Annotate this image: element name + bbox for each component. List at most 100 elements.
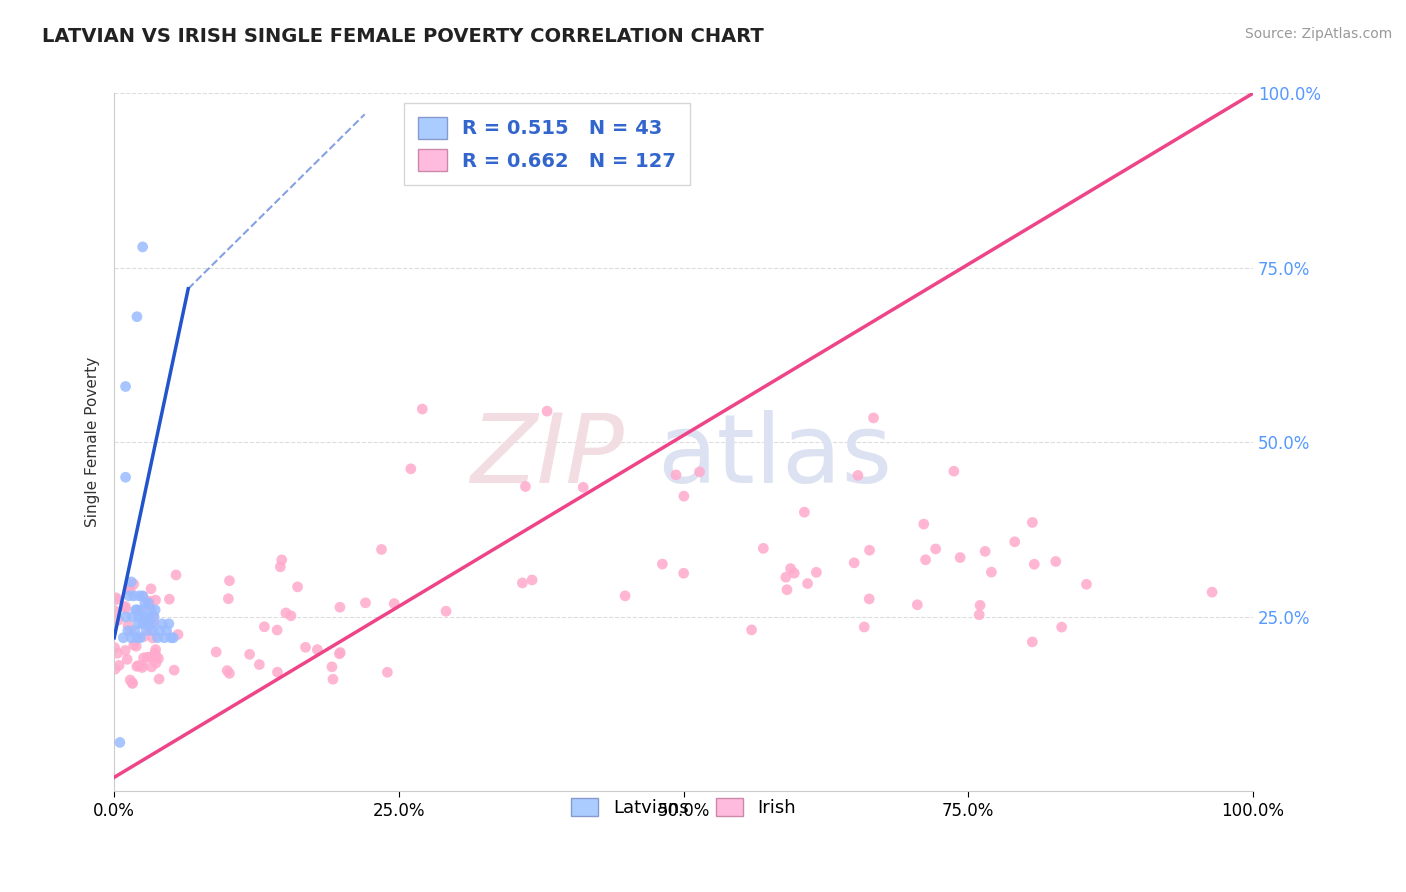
- Point: [665, 467, 688, 482]
- Point: [217, 664, 239, 678]
- Point: [218, 666, 240, 681]
- Point: [967, 607, 990, 622]
- Point: [399, 462, 422, 476]
- Point: [162, 631, 184, 645]
- Point: [132, 590, 155, 604]
- Point: [280, 608, 302, 623]
- Point: [321, 660, 343, 674]
- Point: [139, 649, 162, 664]
- Point: [125, 659, 148, 673]
- Point: [1024, 558, 1046, 572]
- Point: [132, 609, 155, 624]
- Point: [793, 505, 815, 519]
- Point: [138, 596, 160, 610]
- Point: [1201, 585, 1223, 599]
- Point: [125, 310, 148, 324]
- Point: [107, 646, 129, 660]
- Point: [131, 658, 153, 673]
- Point: [105, 592, 128, 607]
- Point: [141, 616, 163, 631]
- Point: [112, 631, 135, 645]
- Point: [153, 631, 176, 645]
- Point: [122, 577, 145, 591]
- Point: [139, 603, 162, 617]
- Point: [1050, 620, 1073, 634]
- Point: [132, 651, 155, 665]
- Point: [536, 404, 558, 418]
- Point: [969, 599, 991, 613]
- Point: [912, 517, 935, 532]
- Point: [844, 556, 866, 570]
- Point: [239, 648, 262, 662]
- Point: [520, 573, 543, 587]
- Point: [672, 566, 695, 581]
- Point: [138, 617, 160, 632]
- Point: [145, 642, 167, 657]
- Point: [138, 616, 160, 631]
- Point: [853, 620, 876, 634]
- Point: [127, 616, 149, 631]
- Point: [138, 617, 160, 632]
- Point: [783, 566, 806, 581]
- Point: [125, 603, 148, 617]
- Point: [806, 566, 828, 580]
- Point: [122, 589, 145, 603]
- Point: [858, 543, 880, 558]
- Point: [115, 652, 138, 666]
- Point: [370, 542, 392, 557]
- Point: [651, 557, 673, 571]
- Point: [108, 735, 131, 749]
- Point: [905, 598, 928, 612]
- Point: [512, 576, 534, 591]
- Point: [138, 623, 160, 637]
- Point: [114, 599, 136, 614]
- Point: [131, 660, 153, 674]
- Point: [114, 601, 136, 615]
- Point: [515, 479, 537, 493]
- Point: [114, 379, 136, 393]
- Point: [146, 631, 169, 645]
- Point: [104, 640, 127, 655]
- Point: [217, 591, 239, 606]
- Point: [120, 583, 142, 598]
- Point: [1076, 577, 1098, 591]
- Point: [796, 576, 818, 591]
- Point: [125, 631, 148, 645]
- Point: [160, 631, 183, 645]
- Point: [980, 565, 1002, 579]
- Point: [167, 627, 190, 641]
- Point: [114, 643, 136, 657]
- Point: [105, 591, 128, 605]
- Point: [125, 639, 148, 653]
- Point: [131, 240, 153, 254]
- Point: [104, 662, 127, 676]
- Point: [155, 624, 177, 638]
- Point: [1004, 534, 1026, 549]
- Point: [270, 553, 292, 567]
- Point: [118, 589, 141, 603]
- Point: [142, 631, 165, 645]
- Point: [614, 589, 637, 603]
- Point: [138, 609, 160, 624]
- Point: [131, 589, 153, 603]
- Point: [135, 624, 157, 638]
- Point: [120, 624, 142, 638]
- Point: [122, 638, 145, 652]
- Point: [139, 582, 162, 596]
- Legend: Latvians, Irish: Latvians, Irish: [564, 790, 803, 824]
- Point: [411, 402, 433, 417]
- Point: [914, 553, 936, 567]
- Point: [138, 599, 160, 613]
- Point: [125, 603, 148, 617]
- Point: [163, 663, 186, 677]
- Point: [131, 616, 153, 631]
- Point: [143, 603, 166, 617]
- Text: Source: ZipAtlas.com: Source: ZipAtlas.com: [1244, 27, 1392, 41]
- Point: [121, 676, 143, 690]
- Point: [274, 606, 297, 620]
- Point: [120, 631, 142, 645]
- Point: [107, 613, 129, 627]
- Text: LATVIAN VS IRISH SINGLE FEMALE POVERTY CORRELATION CHART: LATVIAN VS IRISH SINGLE FEMALE POVERTY C…: [42, 27, 763, 45]
- Point: [114, 470, 136, 484]
- Point: [121, 609, 143, 624]
